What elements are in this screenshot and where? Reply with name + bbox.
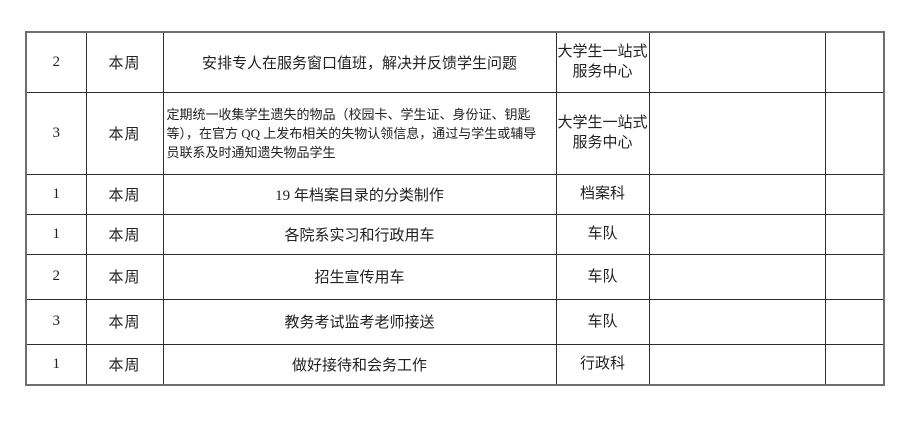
table-row: 3 本周 教务考试监考老师接送 车队: [25, 298, 885, 345]
cell-empty-remark: [824, 91, 885, 175]
cell-task-description: 安排专人在服务窗口值班，解决并反馈学生问题: [162, 31, 557, 93]
cell-serial-number: 1: [25, 173, 87, 215]
cell-empty-remark: [824, 173, 885, 215]
cell-department: 车队: [555, 298, 650, 345]
cell-task-description: 做好接待和会务工作: [162, 343, 557, 386]
cell-task-description: 各院系实习和行政用车: [162, 213, 557, 255]
cell-empty-notes: [648, 298, 826, 345]
cell-department: 车队: [555, 213, 650, 255]
weekly-task-table: 2 本周 安排专人在服务窗口值班，解决并反馈学生问题 大学生一站式服务中心 3 …: [25, 31, 885, 386]
table-row: 1 本周 19 年档案目录的分类制作 档案科: [25, 173, 885, 215]
cell-serial-number: 1: [25, 213, 87, 255]
cell-empty-remark: [824, 31, 885, 93]
cell-empty-notes: [648, 31, 826, 93]
cell-task-description: 定期统一收集学生遗失的物品（校园卡、学生证、身份证、钥匙等），在官方 QQ 上发…: [162, 91, 557, 175]
cell-empty-notes: [648, 253, 826, 300]
cell-empty-notes: [648, 213, 826, 255]
cell-period: 本周: [85, 298, 164, 345]
cell-task-description: 教务考试监考老师接送: [162, 298, 557, 345]
table-row: 2 本周 招生宣传用车 车队: [25, 253, 885, 300]
cell-period: 本周: [85, 91, 164, 175]
cell-department: 档案科: [555, 173, 650, 215]
cell-empty-remark: [824, 298, 885, 345]
cell-serial-number: 3: [25, 91, 87, 175]
table-row: 3 本周 定期统一收集学生遗失的物品（校园卡、学生证、身份证、钥匙等），在官方 …: [25, 91, 885, 175]
cell-serial-number: 2: [25, 253, 87, 300]
cell-serial-number: 1: [25, 343, 87, 386]
cell-empty-remark: [824, 213, 885, 255]
table-row: 1 本周 做好接待和会务工作 行政科: [25, 343, 885, 386]
cell-serial-number: 2: [25, 31, 87, 93]
cell-empty-notes: [648, 173, 826, 215]
cell-period: 本周: [85, 31, 164, 93]
cell-empty-notes: [648, 343, 826, 386]
cell-period: 本周: [85, 253, 164, 300]
cell-task-description: 招生宣传用车: [162, 253, 557, 300]
cell-department: 大学生一站式服务中心: [555, 31, 650, 93]
table-body: 2 本周 安排专人在服务窗口值班，解决并反馈学生问题 大学生一站式服务中心 3 …: [25, 31, 885, 386]
table-row: 1 本周 各院系实习和行政用车 车队: [25, 213, 885, 255]
cell-serial-number: 3: [25, 298, 87, 345]
cell-period: 本周: [85, 213, 164, 255]
cell-empty-remark: [824, 343, 885, 386]
table-row: 2 本周 安排专人在服务窗口值班，解决并反馈学生问题 大学生一站式服务中心: [25, 31, 885, 93]
cell-task-description: 19 年档案目录的分类制作: [162, 173, 557, 215]
cell-department: 车队: [555, 253, 650, 300]
cell-department: 大学生一站式服务中心: [555, 91, 650, 175]
cell-empty-notes: [648, 91, 826, 175]
cell-period: 本周: [85, 173, 164, 215]
cell-empty-remark: [824, 253, 885, 300]
cell-department: 行政科: [555, 343, 650, 386]
cell-period: 本周: [85, 343, 164, 386]
